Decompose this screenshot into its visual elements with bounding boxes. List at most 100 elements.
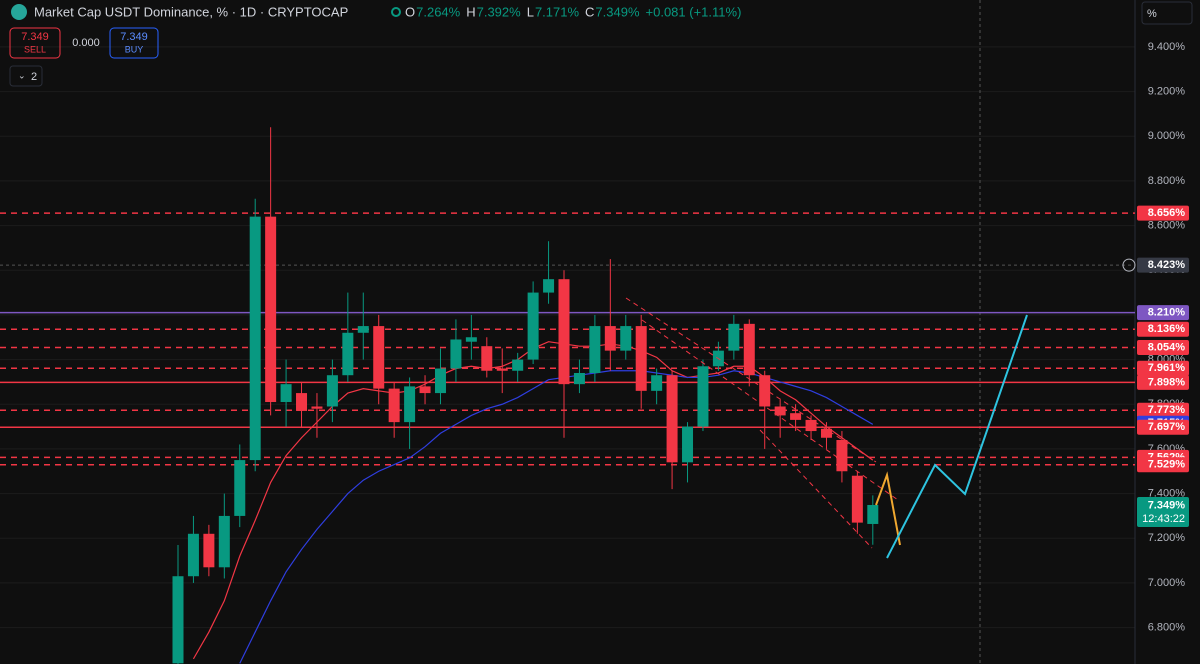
level-tag	[1137, 496, 1189, 527]
price-axis: 9.400%9.200%9.000%8.800%8.600%8.400%8.20…	[1122, 41, 1189, 634]
grid	[0, 46, 1135, 629]
channel-top	[625, 297, 877, 463]
candle-body	[682, 426, 694, 463]
candle-body	[790, 413, 802, 420]
candle-body	[187, 533, 199, 577]
y-tick-label: 6.800%	[1148, 622, 1186, 634]
ohlc-value: 7.349%	[595, 4, 640, 19]
ohlc-value: 7.171%	[535, 4, 580, 19]
candle-body	[635, 326, 647, 391]
candle-body	[465, 337, 477, 342]
candle-body	[203, 533, 215, 568]
channel-mid	[641, 319, 899, 501]
candles	[172, 127, 879, 664]
candle-body	[434, 368, 446, 394]
indicators-toggle[interactable]	[9, 65, 43, 87]
y-tick-label: 7.200%	[1148, 532, 1186, 544]
zigzag	[875, 471, 901, 546]
candle-body	[867, 504, 879, 524]
ohlc-key: H	[466, 4, 475, 19]
level-label: 8.136%	[1148, 323, 1186, 335]
candle-body	[774, 406, 786, 416]
candle-body	[573, 372, 585, 385]
candle-body	[620, 326, 632, 351]
candle-body	[172, 576, 184, 664]
y-tick-label: 9.000%	[1148, 130, 1186, 142]
symbol-icon	[11, 4, 27, 20]
candle-body	[388, 388, 400, 423]
buy-price: 7.349	[120, 31, 148, 43]
candle-body	[527, 292, 539, 360]
symbol-title: Market Cap USDT Dominance, % · 1D · CRYP…	[34, 4, 348, 19]
level-label: 7.898%	[1148, 376, 1186, 388]
projection	[886, 314, 1028, 559]
change: +0.081 (+1.11%)	[646, 4, 742, 19]
status-dot	[391, 7, 401, 17]
level-tag	[1137, 419, 1189, 435]
sell-label: SELL	[24, 44, 46, 54]
candle-body	[697, 366, 709, 427]
y-tick-label: 7.000%	[1148, 577, 1186, 589]
level-label: 8.423%	[1148, 259, 1186, 271]
level-tag	[1137, 205, 1189, 221]
drawings	[625, 297, 1028, 559]
candle-body	[342, 332, 354, 376]
ohlc-value: 7.392%	[477, 4, 522, 19]
axis-unit: %	[1147, 8, 1157, 20]
channel-bottom	[759, 429, 873, 549]
candle-body	[743, 323, 755, 376]
y-tick-label: 7.400%	[1148, 487, 1186, 499]
unit-button[interactable]	[1141, 1, 1193, 25]
buy-button[interactable]	[109, 27, 159, 59]
level-label: 7.773%	[1148, 404, 1186, 416]
candle-body	[419, 386, 431, 394]
y-tick-label: 8.800%	[1148, 175, 1186, 187]
candle-body	[357, 326, 369, 333]
candle-body	[234, 460, 246, 516]
level-tag	[1137, 305, 1189, 321]
level-tag	[1137, 340, 1189, 356]
level-tag	[1137, 374, 1189, 390]
candle-body	[820, 428, 832, 438]
level-label: 8.656%	[1148, 207, 1186, 219]
candle-body	[450, 339, 462, 369]
level-label: 8.210%	[1148, 307, 1186, 319]
sell-price: 7.349	[21, 31, 49, 43]
add-alert-icon	[1122, 258, 1136, 272]
chevron: ⌄	[18, 70, 26, 80]
level-label: 7.961%	[1148, 362, 1186, 374]
candle-body	[805, 419, 817, 432]
spread: 0.000	[72, 37, 100, 49]
candle-body	[404, 386, 416, 423]
buy-label: BUY	[125, 44, 144, 54]
ohlc-key: C	[585, 4, 594, 19]
candle-body	[728, 323, 740, 351]
level-tag	[1137, 321, 1189, 337]
candle-body	[836, 439, 848, 472]
candle-body	[651, 375, 663, 391]
ohlc-header: O 7.264% H 7.392% L 7.171% C 7.349%	[405, 4, 640, 19]
candle-body	[265, 216, 277, 403]
candle-body	[280, 384, 292, 403]
indicator-count: 2	[31, 71, 37, 83]
candle-body	[326, 375, 338, 407]
candle-body	[311, 406, 323, 409]
ohlc-key: O	[405, 4, 415, 19]
level-label: 7.529%	[1148, 459, 1186, 471]
level-label: 8.054%	[1148, 341, 1186, 353]
candle-body	[851, 475, 863, 523]
sell-button[interactable]	[9, 27, 61, 59]
level-tag	[1137, 257, 1189, 273]
candle-body	[759, 375, 771, 407]
candle-body	[481, 346, 493, 371]
candle-body	[496, 368, 508, 371]
candle-body	[296, 393, 308, 411]
candle-body	[373, 326, 385, 389]
ohlc-value: 7.264%	[416, 4, 461, 19]
level-tag	[1137, 402, 1189, 418]
y-tick-label: 8.600%	[1148, 219, 1186, 231]
candle-body	[218, 515, 230, 568]
level-label: 7.697%	[1148, 421, 1186, 433]
candle-body	[604, 326, 616, 351]
